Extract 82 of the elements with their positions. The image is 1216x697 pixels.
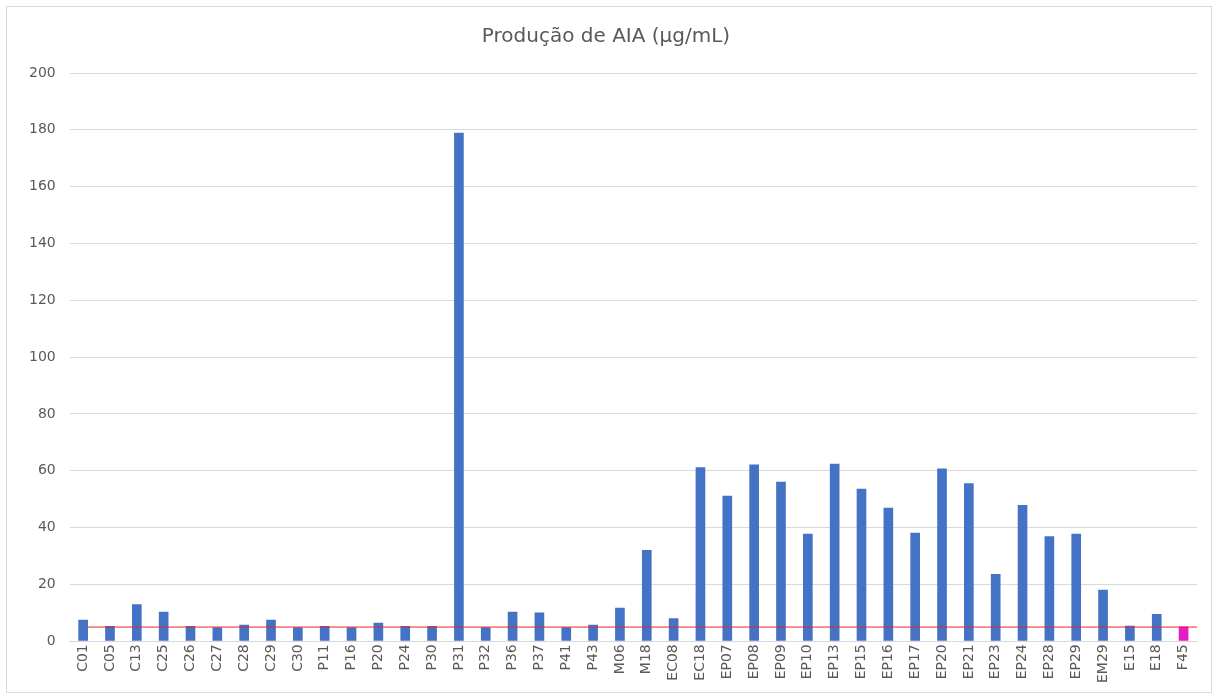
x-tick-label: EP28 xyxy=(1040,644,1057,680)
bar xyxy=(883,507,894,641)
bar xyxy=(1151,613,1162,641)
bar xyxy=(1017,504,1028,641)
x-tick-label: P31 xyxy=(449,644,466,671)
x-tick-label: P32 xyxy=(476,644,493,671)
x-tick-label: C30 xyxy=(288,644,305,672)
bar xyxy=(937,468,947,641)
x-tick-label: EC08 xyxy=(664,644,681,681)
x-tick-label: EP07 xyxy=(717,644,734,680)
x-tick-label: P24 xyxy=(395,644,412,671)
bar xyxy=(131,604,142,641)
x-tick-label: P11 xyxy=(315,644,332,671)
x-tick-label: C28 xyxy=(234,644,251,672)
bar xyxy=(776,481,786,641)
x-tick-label: P36 xyxy=(503,644,520,671)
y-tick-label: 0 xyxy=(46,631,56,648)
x-tick-label: M18 xyxy=(637,644,654,675)
x-tick-label: C27 xyxy=(207,644,224,672)
y-tick-label: 40 xyxy=(37,518,56,535)
x-tick-label: EP20 xyxy=(932,644,949,680)
bar xyxy=(910,532,921,641)
bar xyxy=(802,533,813,641)
x-tick-label: E18 xyxy=(1147,644,1164,671)
x-tick-label: EP21 xyxy=(959,644,976,680)
bar xyxy=(722,495,733,641)
bar xyxy=(695,467,706,641)
bar xyxy=(266,619,276,641)
y-tick-label: 200 xyxy=(28,63,56,80)
x-tick-label: EP29 xyxy=(1066,644,1083,680)
y-tick-label: 20 xyxy=(37,575,56,592)
bar xyxy=(1098,589,1108,641)
bar xyxy=(1044,536,1055,641)
x-tick-label: P43 xyxy=(583,644,600,671)
bar xyxy=(293,627,303,641)
x-tick-label: E15 xyxy=(1120,644,1137,671)
x-tick-label: EP17 xyxy=(905,644,922,680)
x-tick-label: P20 xyxy=(369,644,386,671)
bar xyxy=(78,619,88,641)
x-tick-label: C13 xyxy=(127,644,144,672)
chart-title: Produção de AIA (µg/mL) xyxy=(481,23,731,48)
bar xyxy=(749,464,759,641)
bar xyxy=(454,132,464,641)
x-tick-label: EP24 xyxy=(1013,644,1030,680)
bar xyxy=(641,550,652,641)
x-tick-label: C29 xyxy=(261,644,278,672)
x-tick-label: P16 xyxy=(342,644,359,671)
bar xyxy=(829,463,840,641)
y-tick-label: 80 xyxy=(37,404,56,421)
x-tick-label: EP08 xyxy=(744,644,761,680)
bar xyxy=(964,483,974,641)
x-tick-label: P41 xyxy=(556,644,573,671)
x-tick-label: F45 xyxy=(1174,644,1191,671)
x-tick-label: P30 xyxy=(422,644,439,671)
bar xyxy=(346,627,357,641)
x-tick-label: EP16 xyxy=(878,644,895,680)
bar xyxy=(561,627,572,641)
y-tick-label: 60 xyxy=(37,461,56,478)
x-tick-label: EP09 xyxy=(771,644,788,680)
bar xyxy=(990,573,1001,641)
x-tick-label: M06 xyxy=(610,644,627,675)
x-tick-label: EP23 xyxy=(986,644,1003,680)
x-tick-label: EP13 xyxy=(825,644,842,680)
x-tick-label: C05 xyxy=(100,644,117,672)
bar xyxy=(212,627,223,641)
x-tick-label: C01 xyxy=(73,644,90,672)
x-tick-label: P37 xyxy=(530,644,547,671)
y-tick-label: 100 xyxy=(28,347,56,364)
x-tick-label: EM29 xyxy=(1093,644,1110,684)
bar xyxy=(856,488,867,641)
x-tick-label: C26 xyxy=(181,644,198,672)
bar xyxy=(1071,533,1082,641)
y-tick-label: 160 xyxy=(28,177,56,194)
x-tick-label: EP15 xyxy=(852,644,869,680)
y-tick-label: 140 xyxy=(28,234,56,251)
x-tick-label: C25 xyxy=(154,644,171,672)
x-tick-label: EP10 xyxy=(798,644,815,680)
bar xyxy=(480,627,491,641)
bar xyxy=(615,607,625,641)
y-tick-label: 120 xyxy=(28,290,56,307)
x-tick-label: EC18 xyxy=(691,644,708,681)
y-tick-label: 180 xyxy=(28,120,56,137)
